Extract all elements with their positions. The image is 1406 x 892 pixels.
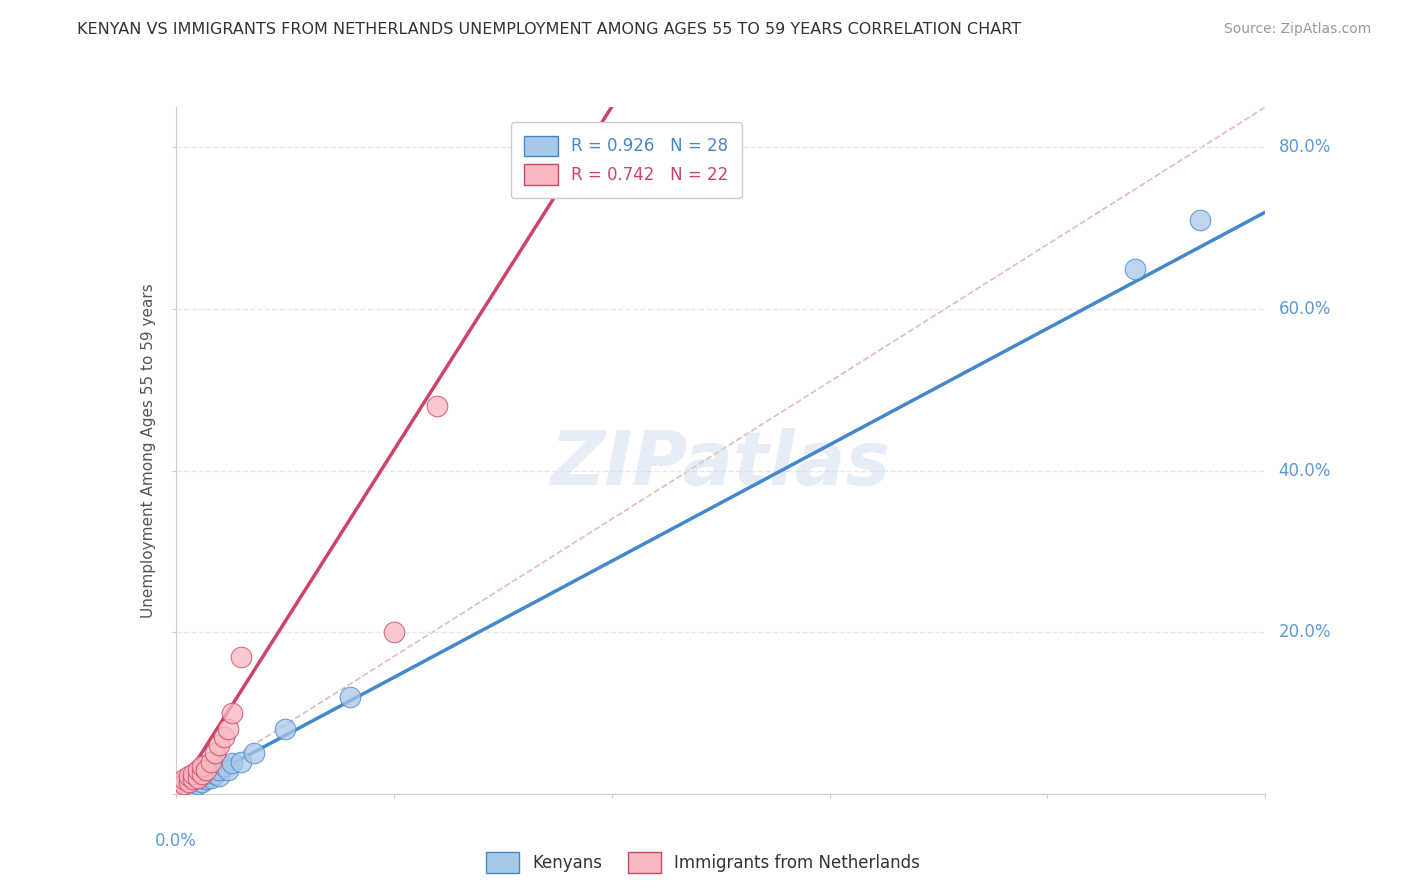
Point <box>186 771 209 785</box>
Point <box>208 769 231 783</box>
Point <box>195 772 218 787</box>
Point <box>186 771 209 785</box>
Point <box>191 758 214 772</box>
Text: 60.0%: 60.0% <box>1278 300 1331 318</box>
Text: Source: ZipAtlas.com: Source: ZipAtlas.com <box>1223 22 1371 37</box>
Point <box>186 763 209 777</box>
Point <box>169 779 191 793</box>
Text: 40.0%: 40.0% <box>1278 462 1331 480</box>
Point <box>382 625 405 640</box>
Point <box>204 747 226 761</box>
Point <box>177 780 200 795</box>
Point <box>177 774 200 789</box>
Point <box>173 777 195 791</box>
Point <box>173 774 195 789</box>
Point <box>165 782 187 797</box>
Point <box>217 723 239 737</box>
Point <box>191 766 214 780</box>
Point <box>212 731 235 745</box>
Point <box>181 766 204 780</box>
Point <box>1123 261 1146 276</box>
Point <box>177 769 200 783</box>
Point <box>200 764 222 779</box>
Point <box>221 756 243 771</box>
Point <box>231 649 253 664</box>
Legend: Kenyans, Immigrants from Netherlands: Kenyans, Immigrants from Netherlands <box>479 846 927 880</box>
Point <box>173 779 195 793</box>
Point <box>195 766 218 780</box>
Point <box>186 777 209 791</box>
Point <box>169 780 191 795</box>
Point <box>212 758 235 772</box>
Point <box>243 747 266 761</box>
Point <box>200 755 222 769</box>
Text: ZIPatlas: ZIPatlas <box>551 427 890 500</box>
Point <box>204 766 226 780</box>
Text: KENYAN VS IMMIGRANTS FROM NETHERLANDS UNEMPLOYMENT AMONG AGES 55 TO 59 YEARS COR: KENYAN VS IMMIGRANTS FROM NETHERLANDS UN… <box>77 22 1021 37</box>
Point <box>231 755 253 769</box>
Point <box>200 771 222 785</box>
Point <box>274 723 297 737</box>
Point <box>208 763 231 777</box>
Point <box>165 782 187 797</box>
Point <box>221 706 243 720</box>
Point <box>191 774 214 789</box>
Text: 20.0%: 20.0% <box>1278 624 1331 641</box>
Point <box>426 399 449 413</box>
Point <box>339 690 361 704</box>
Text: 0.0%: 0.0% <box>155 831 197 850</box>
Text: 80.0%: 80.0% <box>1278 138 1331 156</box>
Y-axis label: Unemployment Among Ages 55 to 59 years: Unemployment Among Ages 55 to 59 years <box>141 283 156 618</box>
Point <box>1189 213 1212 227</box>
Point <box>181 772 204 787</box>
Point <box>173 772 195 787</box>
Point <box>191 769 214 783</box>
Point <box>195 763 218 777</box>
Point <box>208 739 231 753</box>
Legend: R = 0.926   N = 28, R = 0.742   N = 22: R = 0.926 N = 28, R = 0.742 N = 22 <box>510 122 741 198</box>
Point <box>181 779 204 793</box>
Point <box>177 777 200 791</box>
Point <box>181 772 204 787</box>
Point <box>217 763 239 777</box>
